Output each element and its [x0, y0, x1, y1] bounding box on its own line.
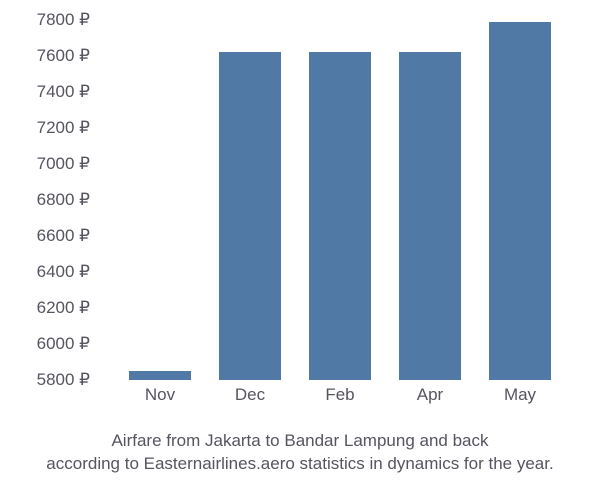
x-tick-label: Dec: [205, 385, 295, 405]
y-tick-label: 5800 ₽: [37, 370, 90, 390]
plot-area: [110, 20, 570, 380]
chart-caption: Airfare from Jakarta to Bandar Lampung a…: [20, 430, 580, 476]
x-tick-label: Nov: [115, 385, 205, 405]
bar-slot: [475, 20, 565, 380]
x-axis: NovDecFebAprMay: [110, 385, 570, 405]
x-tick-label: Feb: [295, 385, 385, 405]
caption-line-1: Airfare from Jakarta to Bandar Lampung a…: [111, 431, 488, 450]
y-axis: 7800 ₽7600 ₽7400 ₽7200 ₽7000 ₽6800 ₽6600…: [0, 20, 100, 380]
y-tick-label: 7400 ₽: [37, 82, 90, 102]
bar-slot: [295, 20, 385, 380]
x-tick-label: May: [475, 385, 565, 405]
bar-slot: [115, 20, 205, 380]
bar: [129, 371, 190, 380]
y-tick-label: 6600 ₽: [37, 226, 90, 246]
y-tick-label: 6400 ₽: [37, 262, 90, 282]
x-tick-label: Apr: [385, 385, 475, 405]
bar-slot: [385, 20, 475, 380]
bar: [219, 52, 280, 380]
bar: [489, 22, 550, 380]
bar-slot: [205, 20, 295, 380]
y-tick-label: 7600 ₽: [37, 46, 90, 66]
bar: [399, 52, 460, 380]
caption-line-2: according to Easternairlines.aero statis…: [46, 454, 553, 473]
y-tick-label: 6200 ₽: [37, 298, 90, 318]
y-tick-label: 7200 ₽: [37, 118, 90, 138]
y-tick-label: 6000 ₽: [37, 334, 90, 354]
airfare-chart: 7800 ₽ 7600 ₽ 7400 ₽ 7200 ₽ 7000 ₽ 6800 ₽ 6600…: [0, 0, 600, 500]
y-tick-label: 6800 ₽: [37, 190, 90, 210]
y-tick-label: 7800 ₽: [37, 10, 90, 30]
bar: [309, 52, 370, 380]
y-tick-label: 7000 ₽: [37, 154, 90, 174]
bars-container: [110, 20, 570, 380]
